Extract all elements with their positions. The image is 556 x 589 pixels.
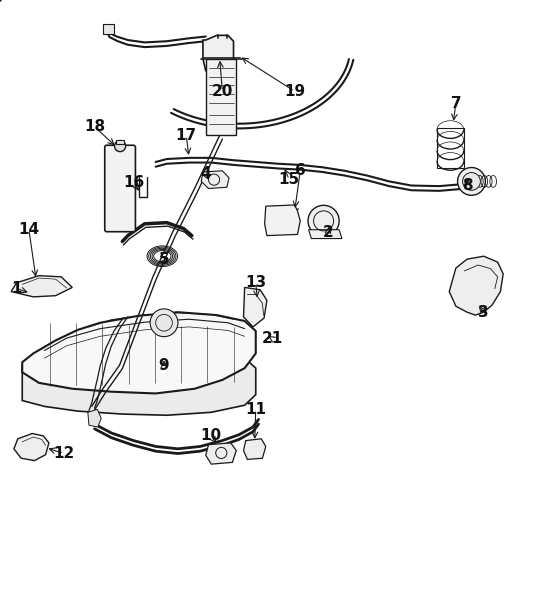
Circle shape	[458, 167, 485, 196]
Polygon shape	[449, 256, 503, 315]
Circle shape	[115, 141, 126, 151]
Polygon shape	[88, 409, 101, 427]
Polygon shape	[11, 276, 72, 297]
Text: 1: 1	[12, 281, 22, 296]
Text: 10: 10	[201, 428, 222, 444]
Text: 21: 21	[262, 331, 283, 346]
Polygon shape	[244, 439, 266, 459]
Text: 3: 3	[478, 305, 489, 320]
Text: 9: 9	[158, 358, 170, 373]
Polygon shape	[22, 312, 256, 393]
FancyBboxPatch shape	[206, 59, 236, 135]
Polygon shape	[309, 230, 342, 239]
Text: 13: 13	[245, 275, 266, 290]
Text: 5: 5	[158, 252, 170, 267]
Polygon shape	[103, 24, 114, 34]
Text: 16: 16	[123, 175, 144, 190]
Text: 17: 17	[176, 128, 197, 143]
Polygon shape	[22, 348, 256, 415]
Text: 2: 2	[322, 225, 334, 240]
Circle shape	[150, 309, 178, 337]
Text: 6: 6	[295, 163, 306, 178]
Text: 7: 7	[450, 95, 461, 111]
Polygon shape	[203, 35, 234, 77]
Text: 20: 20	[212, 84, 233, 99]
Text: 11: 11	[245, 402, 266, 417]
Text: 14: 14	[18, 222, 39, 237]
Polygon shape	[116, 140, 124, 144]
Text: 4: 4	[200, 166, 211, 181]
Polygon shape	[206, 443, 236, 464]
Text: 19: 19	[284, 84, 305, 99]
Circle shape	[308, 206, 339, 236]
Text: 8: 8	[461, 178, 473, 193]
FancyBboxPatch shape	[105, 145, 136, 231]
Polygon shape	[201, 171, 229, 188]
Polygon shape	[14, 434, 49, 461]
Polygon shape	[244, 287, 267, 327]
Text: 15: 15	[279, 172, 300, 187]
Circle shape	[463, 173, 480, 190]
Text: 18: 18	[84, 119, 105, 134]
Text: 12: 12	[53, 446, 75, 461]
Polygon shape	[265, 205, 300, 236]
